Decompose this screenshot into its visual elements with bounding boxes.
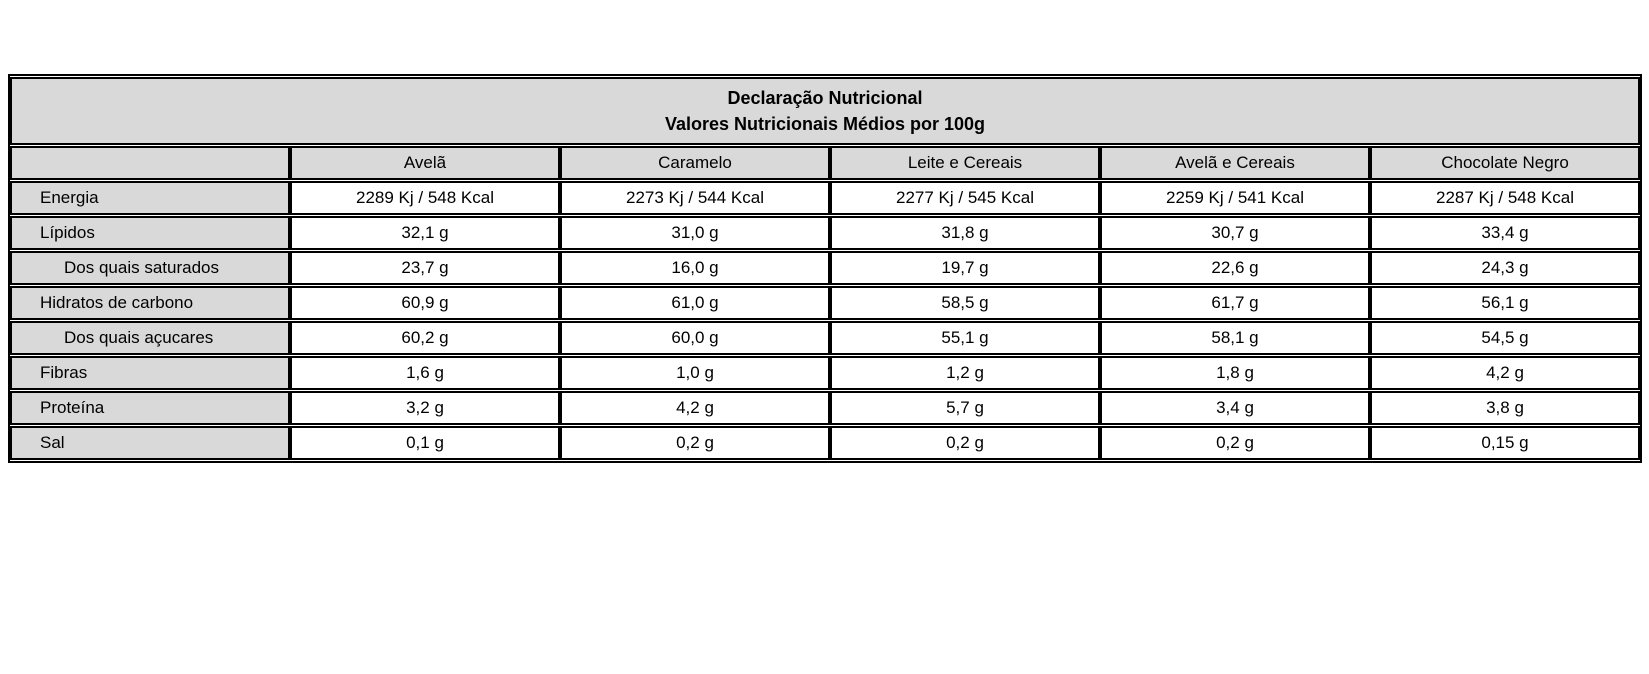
value-cell: 1,6 g (290, 356, 560, 390)
table-row-sal: Sal 0,1 g 0,2 g 0,2 g 0,2 g 0,15 g (10, 426, 1641, 460)
row-label: Lípidos (10, 216, 290, 250)
value-cell: 2259 Kj / 541 Kcal (1100, 181, 1370, 215)
value-cell: 60,2 g (290, 321, 560, 355)
value-cell: 1,0 g (560, 356, 830, 390)
value-cell: 58,5 g (830, 286, 1100, 320)
value-cell: 33,4 g (1370, 216, 1641, 250)
column-header-leite-e-cereais: Leite e Cereais (830, 146, 1100, 180)
value-cell: 0,1 g (290, 426, 560, 460)
table-row-dos-quais-acucares: Dos quais açucares 60,2 g 60,0 g 55,1 g … (10, 321, 1641, 355)
row-label: Hidratos de carbono (10, 286, 290, 320)
column-header-empty (10, 146, 290, 180)
column-header-caramelo: Caramelo (560, 146, 830, 180)
value-cell: 3,8 g (1370, 391, 1641, 425)
value-cell: 60,0 g (560, 321, 830, 355)
value-cell: 4,2 g (560, 391, 830, 425)
row-label: Dos quais saturados (10, 251, 290, 285)
row-label: Fibras (10, 356, 290, 390)
value-cell: 2289 Kj / 548 Kcal (290, 181, 560, 215)
value-cell: 56,1 g (1370, 286, 1641, 320)
document-page: Declaração Nutricional Valores Nutricion… (0, 74, 1649, 674)
table-row-dos-quais-saturados: Dos quais saturados 23,7 g 16,0 g 19,7 g… (10, 251, 1641, 285)
value-cell: 4,2 g (1370, 356, 1641, 390)
value-cell: 23,7 g (290, 251, 560, 285)
value-cell: 32,1 g (290, 216, 560, 250)
value-cell: 54,5 g (1370, 321, 1641, 355)
value-cell: 3,2 g (290, 391, 560, 425)
value-cell: 2287 Kj / 548 Kcal (1370, 181, 1641, 215)
column-header-avela: Avelã (290, 146, 560, 180)
value-cell: 58,1 g (1100, 321, 1370, 355)
value-cell: 61,0 g (560, 286, 830, 320)
title-row: Declaração Nutricional Valores Nutricion… (10, 77, 1641, 145)
table-title: Declaração Nutricional Valores Nutricion… (10, 77, 1641, 145)
value-cell: 2277 Kj / 545 Kcal (830, 181, 1100, 215)
value-cell: 0,2 g (830, 426, 1100, 460)
value-cell: 1,8 g (1100, 356, 1370, 390)
value-cell: 2273 Kj / 544 Kcal (560, 181, 830, 215)
column-header-chocolate-negro: Chocolate Negro (1370, 146, 1641, 180)
row-label: Dos quais açucares (10, 321, 290, 355)
value-cell: 5,7 g (830, 391, 1100, 425)
value-cell: 0,2 g (560, 426, 830, 460)
value-cell: 0,15 g (1370, 426, 1641, 460)
value-cell: 30,7 g (1100, 216, 1370, 250)
table-row-fibras: Fibras 1,6 g 1,0 g 1,2 g 1,8 g 4,2 g (10, 356, 1641, 390)
column-header-avela-e-cereais: Avelã e Cereais (1100, 146, 1370, 180)
value-cell: 0,2 g (1100, 426, 1370, 460)
nutrition-table: Declaração Nutricional Valores Nutricion… (8, 74, 1643, 463)
value-cell: 55,1 g (830, 321, 1100, 355)
row-label: Energia (10, 181, 290, 215)
value-cell: 22,6 g (1100, 251, 1370, 285)
value-cell: 24,3 g (1370, 251, 1641, 285)
table-row-energia: Energia 2289 Kj / 548 Kcal 2273 Kj / 544… (10, 181, 1641, 215)
value-cell: 60,9 g (290, 286, 560, 320)
value-cell: 61,7 g (1100, 286, 1370, 320)
table-title-line1: Declaração Nutricional (727, 87, 923, 108)
value-cell: 1,2 g (830, 356, 1100, 390)
table-row-proteina: Proteína 3,2 g 4,2 g 5,7 g 3,4 g 3,8 g (10, 391, 1641, 425)
value-cell: 31,8 g (830, 216, 1100, 250)
value-cell: 3,4 g (1100, 391, 1370, 425)
column-header-row: Avelã Caramelo Leite e Cereais Avelã e C… (10, 146, 1641, 180)
table-row-lipidos: Lípidos 32,1 g 31,0 g 31,8 g 30,7 g 33,4… (10, 216, 1641, 250)
value-cell: 31,0 g (560, 216, 830, 250)
table-title-line2: Valores Nutricionais Médios por 100g (664, 114, 986, 134)
row-label: Sal (10, 426, 290, 460)
row-label: Proteína (10, 391, 290, 425)
table-row-hidratos-de-carbono: Hidratos de carbono 60,9 g 61,0 g 58,5 g… (10, 286, 1641, 320)
value-cell: 19,7 g (830, 251, 1100, 285)
value-cell: 16,0 g (560, 251, 830, 285)
